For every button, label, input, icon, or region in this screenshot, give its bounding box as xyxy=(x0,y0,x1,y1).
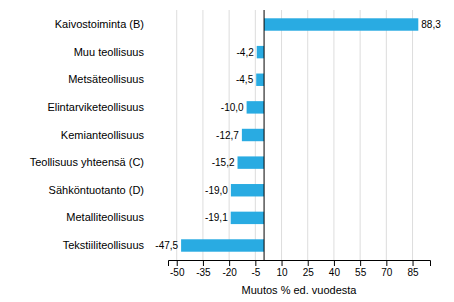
zero-line xyxy=(264,10,265,260)
bar xyxy=(231,212,264,224)
x-tick-label: 70 xyxy=(381,267,393,278)
y-tick-label: Elintarviketeollisuus xyxy=(47,101,144,113)
x-tick: 55 xyxy=(355,260,367,278)
data-label: 88,3 xyxy=(421,19,441,30)
x-tick-mark xyxy=(229,260,230,266)
x-axis-title: Muutos % ed. vuodesta xyxy=(242,284,358,296)
data-label: -47,5 xyxy=(155,240,178,251)
x-tick: -5 xyxy=(251,260,260,278)
y-tick-label: Sähköntuotanto (D) xyxy=(49,184,144,196)
data-label: -19,0 xyxy=(205,185,228,196)
y-tick: Tekstiiliteollisuus xyxy=(63,239,145,251)
grid-line xyxy=(333,10,334,260)
bars xyxy=(181,10,418,260)
x-tick: -35 xyxy=(196,260,211,278)
x-tick-label: -50 xyxy=(170,267,185,278)
x-tick-label: 10 xyxy=(276,267,288,278)
y-tick-label: Muu teollisuus xyxy=(74,46,145,58)
x-tick: 85 xyxy=(407,260,419,278)
x-tick-mark xyxy=(282,260,283,266)
data-label: -19,1 xyxy=(205,212,228,223)
data-label: -15,2 xyxy=(212,157,235,168)
x-tick: 70 xyxy=(381,260,393,278)
x-tick: -20 xyxy=(222,260,237,278)
plot: -50 -35 -20 -5 10 25 40 55 70 85 Tekstiiliteollisu… xyxy=(30,10,442,296)
x-tick-mark xyxy=(203,260,204,266)
grid-line xyxy=(412,10,413,260)
grid-line xyxy=(176,10,177,260)
bar xyxy=(242,129,264,141)
x-tick-mark xyxy=(177,260,178,266)
y-tick: Metalliteollisuus xyxy=(66,211,144,223)
y-tick: Metsäteollisuus xyxy=(68,73,144,85)
data-label: -12,7 xyxy=(216,130,239,141)
bar xyxy=(247,101,264,113)
x-tick: 10 xyxy=(276,260,288,278)
data-label: -4,2 xyxy=(236,47,254,58)
grid-line xyxy=(202,10,203,260)
bar xyxy=(231,184,264,196)
bar xyxy=(238,156,265,168)
data-label: -10,0 xyxy=(221,102,244,113)
grid-line xyxy=(281,10,282,260)
y-tick: Kaivostoiminta (B) xyxy=(55,18,144,30)
y-tick: Kemianteollisuus xyxy=(61,129,145,141)
y-tick-label: Kaivostoiminta (B) xyxy=(55,18,144,30)
bar xyxy=(257,46,264,58)
x-tick-label: 55 xyxy=(355,267,367,278)
y-axis: Tekstiiliteollisuus Metalliteollisuus Sähk… xyxy=(30,18,145,251)
y-tick: Sähköntuotanto (D) xyxy=(49,184,144,196)
x-tick-label: -35 xyxy=(196,267,211,278)
x-tick-mark xyxy=(334,260,335,266)
y-tick: Teollisuus yhteensä (C) xyxy=(30,156,144,168)
y-tick: Muu teollisuus xyxy=(74,46,145,58)
y-tick-label: Teollisuus yhteensä (C) xyxy=(30,156,144,168)
x-tick-label: 40 xyxy=(329,267,341,278)
x-tick-label: -5 xyxy=(251,267,260,278)
x-tick: 25 xyxy=(303,260,315,278)
y-tick-label: Metsäteollisuus xyxy=(68,73,144,85)
x-tick-mark xyxy=(308,260,309,266)
x-tick-mark xyxy=(255,260,256,266)
x-tick-mark xyxy=(360,260,361,266)
y-tick-label: Tekstiiliteollisuus xyxy=(63,239,145,251)
chart: -50 -35 -20 -5 10 25 40 55 70 85 Tekstiiliteollisu… xyxy=(0,0,454,302)
grid-line xyxy=(360,10,361,260)
y-tick-label: Kemianteollisuus xyxy=(61,129,145,141)
x-tick-mark xyxy=(386,260,387,266)
bar xyxy=(181,239,264,251)
data-label: -4,5 xyxy=(236,74,254,85)
bar xyxy=(264,18,418,30)
y-tick-label: Metalliteollisuus xyxy=(66,211,144,223)
x-tick: 40 xyxy=(329,260,341,278)
data-labels: -47,5 -19,1 -19,0 -15,2 -12,7 -10,0 -4,5 -4,2 88… xyxy=(155,19,441,251)
grid xyxy=(177,10,413,260)
x-tick: -50 xyxy=(170,260,185,278)
x-tick-label: 85 xyxy=(407,267,419,278)
bar xyxy=(256,74,264,86)
y-tick: Elintarviketeollisuus xyxy=(47,101,144,113)
x-axis: -50 -35 -20 -5 10 25 40 55 70 85 xyxy=(169,260,431,278)
grid-line xyxy=(307,10,308,260)
x-tick-label: 25 xyxy=(303,267,315,278)
x-tick-label: -20 xyxy=(222,267,237,278)
x-axis-line xyxy=(169,261,431,267)
x-tick-mark xyxy=(413,260,414,266)
grid-line xyxy=(386,10,387,260)
